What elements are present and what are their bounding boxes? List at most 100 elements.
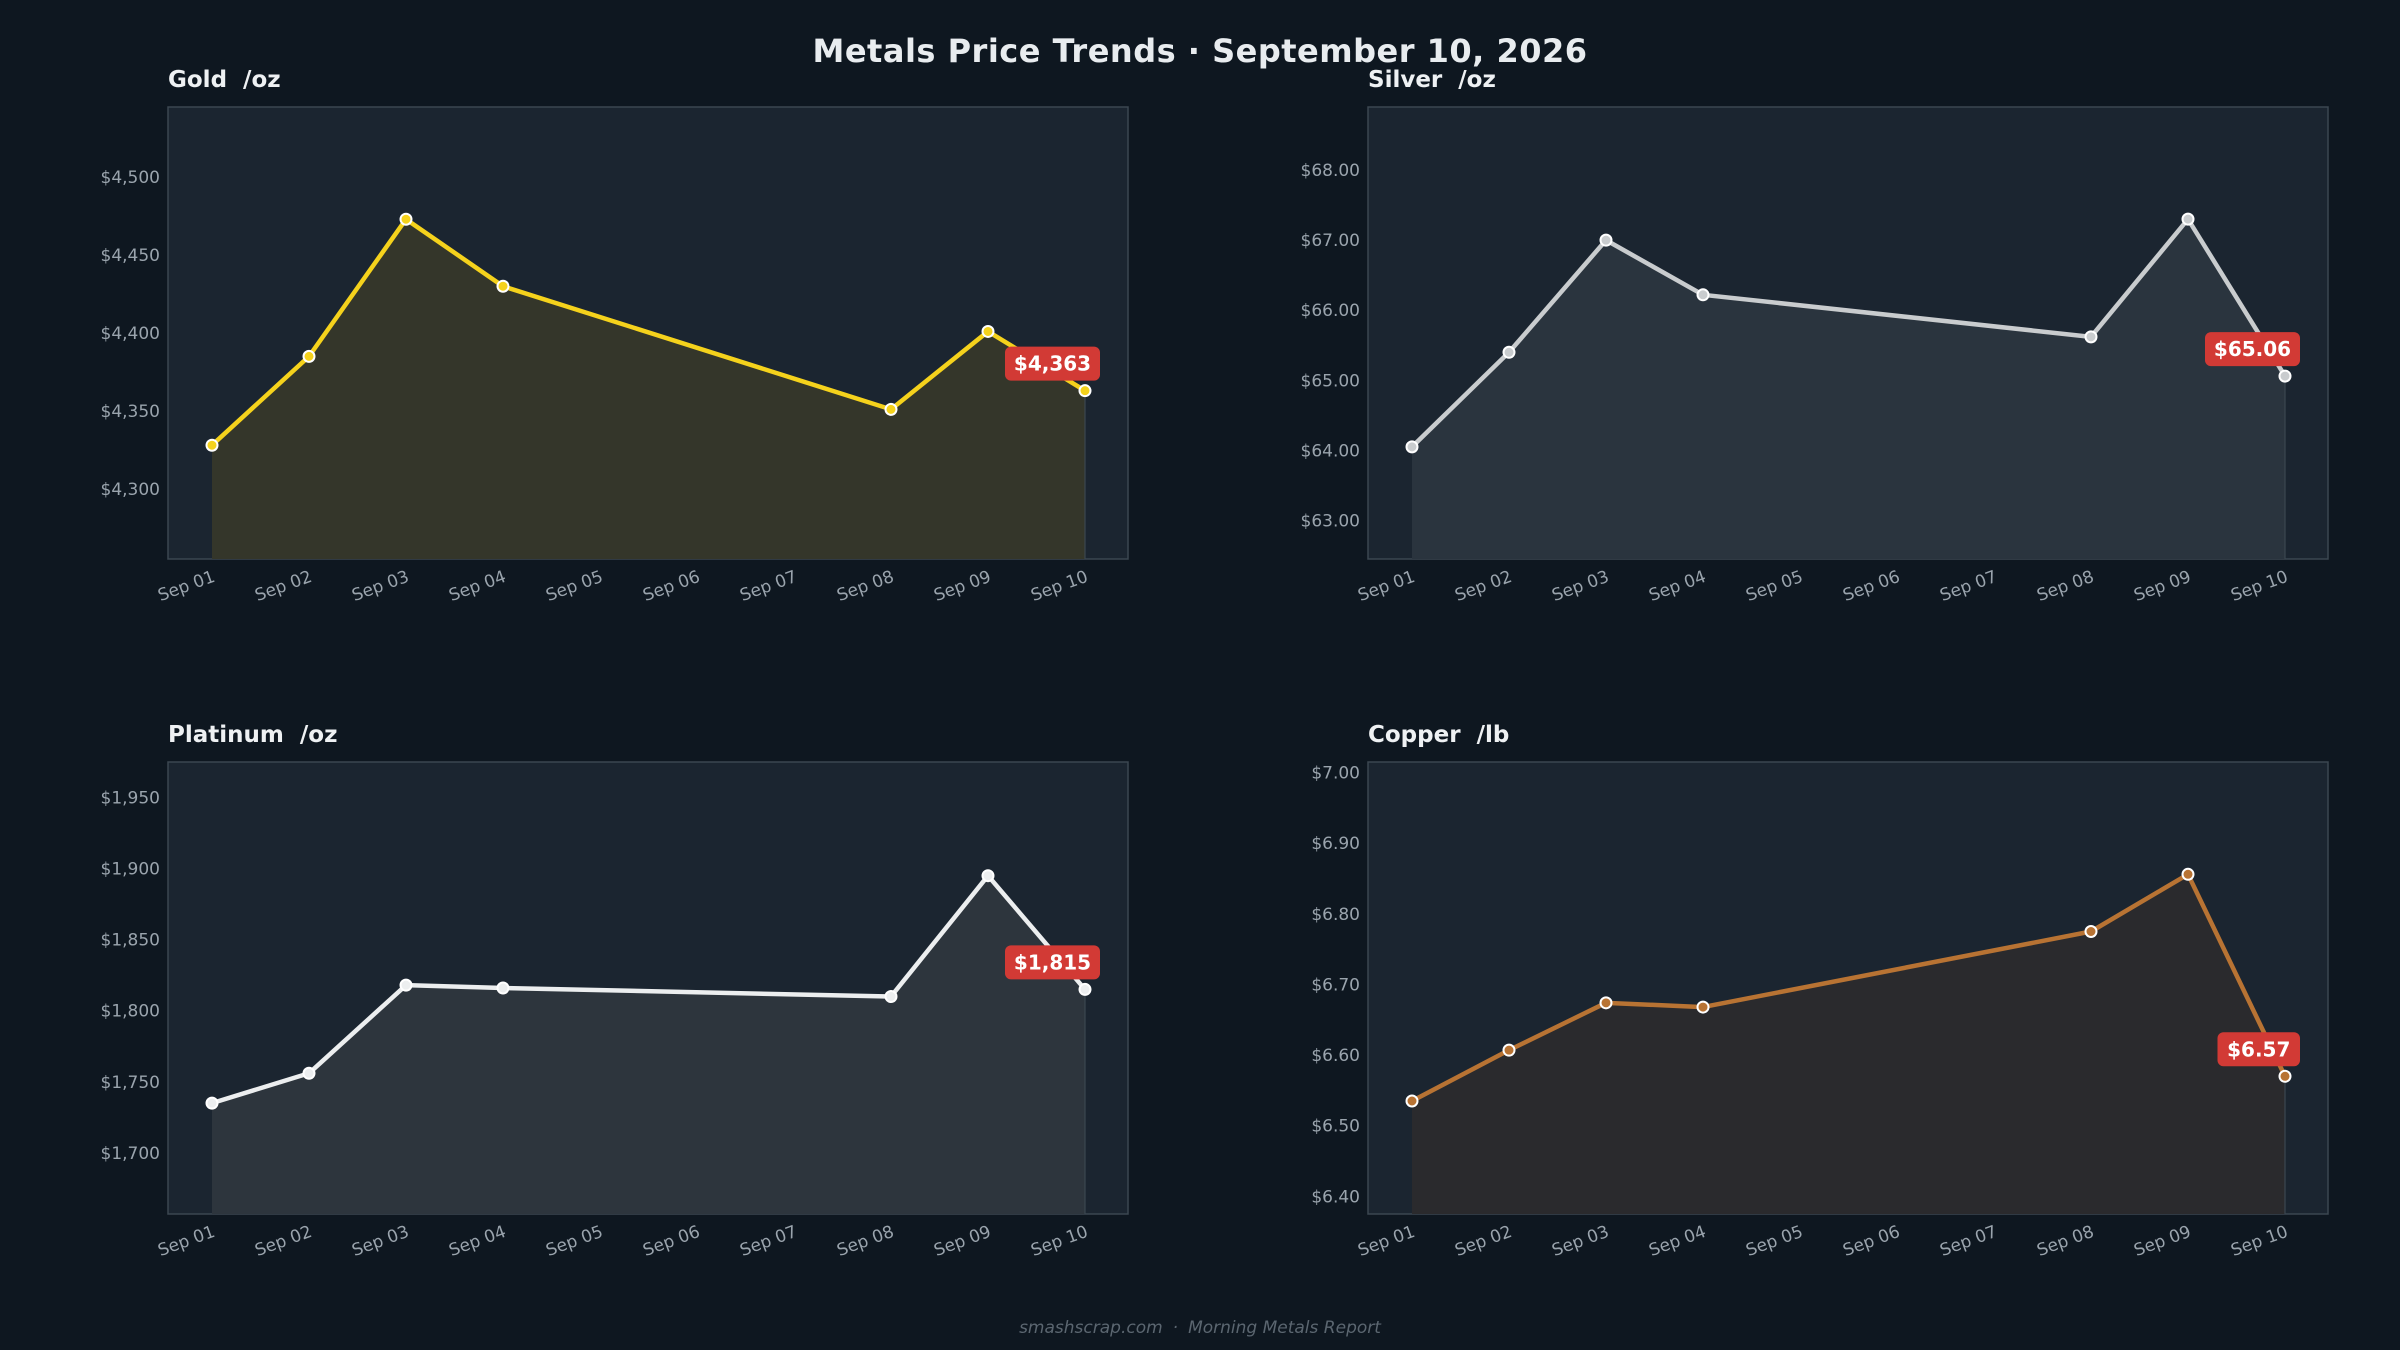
silver-y-tick-label: $64.00 <box>1301 441 1360 461</box>
copper-x-tick-label: Sep 05 <box>1743 1222 1805 1261</box>
footer: smashscrap.com · Morning Metals Report <box>0 1318 2400 1338</box>
platinum-data-point <box>884 990 898 1004</box>
platinum-y-tick-label: $1,750 <box>101 1073 160 1093</box>
gold-callout-badge <box>1005 346 1100 381</box>
silver-data-point <box>1502 345 1516 359</box>
silver-data-point <box>1696 288 1710 302</box>
platinum-x-tick-label: Sep 01 <box>155 1222 217 1261</box>
footer-separator: · <box>1172 1318 1179 1338</box>
platinum-data-point <box>302 1066 316 1080</box>
silver-y-tick-label: $68.00 <box>1301 161 1360 181</box>
copper-y-tick-label: $6.70 <box>1311 975 1360 995</box>
platinum-x-tick-label: Sep 06 <box>640 1222 702 1261</box>
platinum-x-tick-label: Sep 08 <box>834 1222 896 1261</box>
footer-site: smashscrap.com <box>1019 1318 1163 1338</box>
copper-callout-badge <box>2217 1032 2300 1067</box>
silver-x-tick-label: Sep 04 <box>1646 567 1708 606</box>
platinum-x-tick-label: Sep 04 <box>446 1222 508 1261</box>
gold-x-tick-label: Sep 09 <box>931 567 993 606</box>
platinum-area-fill <box>212 875 1085 1214</box>
gold-x-tick-label: Sep 05 <box>543 567 605 606</box>
silver-chart-title: Silver /oz <box>1368 67 1496 93</box>
silver-y-tick-label: $66.00 <box>1301 301 1360 321</box>
gold-x-tick-label: Sep 02 <box>252 567 314 606</box>
copper-x-tick-label: Sep 06 <box>1840 1222 1902 1261</box>
silver-data-point <box>2181 212 2195 226</box>
copper-y-tick-label: $6.50 <box>1311 1117 1360 1137</box>
platinum-data-point <box>399 978 413 992</box>
copper-x-tick-label: Sep 02 <box>1452 1222 1514 1261</box>
platinum-callout-badge <box>1005 945 1100 980</box>
gold-data-point <box>205 438 219 452</box>
platinum-y-tick-label: $1,700 <box>101 1144 160 1164</box>
platinum-data-point <box>496 981 510 995</box>
platinum-x-tick-label: Sep 09 <box>931 1222 993 1261</box>
copper-y-tick-label: $7.00 <box>1311 764 1360 784</box>
silver-data-point <box>2084 330 2098 344</box>
platinum-x-tick-label: Sep 05 <box>543 1222 605 1261</box>
gold-data-point <box>981 324 995 338</box>
copper-data-point <box>1502 1043 1516 1057</box>
platinum-data-point <box>981 869 995 883</box>
silver-area-fill <box>1412 219 2285 559</box>
copper-x-tick-label: Sep 07 <box>1937 1222 1999 1261</box>
gold-y-tick-label: $4,350 <box>101 402 160 422</box>
silver-y-tick-label: $63.00 <box>1301 511 1360 531</box>
platinum-y-tick-label: $1,850 <box>101 931 160 951</box>
platinum-data-point <box>1078 982 1092 996</box>
gold-data-point <box>302 349 316 363</box>
copper-chart: Copper /lb $6.40 $6.50 $6.60 $6.70 $6.80 $6.90… <box>1311 722 2329 1261</box>
copper-x-tick-label: Sep 03 <box>1549 1222 1611 1261</box>
platinum-y-tick-label: $1,950 <box>101 789 160 809</box>
copper-y-tick-label: $6.40 <box>1311 1187 1360 1207</box>
gold-x-tick-label: Sep 01 <box>155 567 217 606</box>
copper-data-point <box>1696 1000 1710 1014</box>
gold-x-tick-label: Sep 04 <box>446 567 508 606</box>
copper-y-tick-label: $6.60 <box>1311 1046 1360 1066</box>
silver-x-tick-label: Sep 10 <box>2228 567 2290 606</box>
footer-report: Morning Metals Report <box>1188 1318 1381 1338</box>
platinum-chart: Platinum /oz $1,700 $1,750 $1,800 $1,850 $1,9… <box>101 722 1129 1261</box>
silver-x-tick-label: Sep 02 <box>1452 567 1514 606</box>
platinum-x-tick-label: Sep 10 <box>1028 1222 1090 1261</box>
gold-x-tick-label: Sep 03 <box>349 567 411 606</box>
silver-y-tick-label: $65.00 <box>1301 371 1360 391</box>
gold-x-tick-label: Sep 10 <box>1028 567 1090 606</box>
gold-y-tick-label: $4,400 <box>101 324 160 344</box>
silver-callout-label: $65.06 <box>2214 337 2291 361</box>
gold-x-tick-label: Sep 08 <box>834 567 896 606</box>
copper-data-point <box>2181 867 2195 881</box>
silver-x-tick-label: Sep 06 <box>1840 567 1902 606</box>
platinum-data-point <box>205 1096 219 1110</box>
copper-data-point <box>1405 1094 1419 1108</box>
silver-x-tick-label: Sep 03 <box>1549 567 1611 606</box>
silver-x-tick-label: Sep 08 <box>2034 567 2096 606</box>
silver-callout-badge <box>2205 332 2300 367</box>
copper-area-fill <box>1412 874 2285 1214</box>
copper-y-tick-label: $6.90 <box>1311 834 1360 854</box>
platinum-x-tick-label: Sep 07 <box>737 1222 799 1261</box>
gold-x-tick-label: Sep 07 <box>737 567 799 606</box>
gold-data-point <box>399 212 413 226</box>
gold-callout-label: $4,363 <box>1014 352 1091 376</box>
page-title: Metals Price Trends · September 10, 2026 <box>812 32 1588 70</box>
gold-y-tick-label: $4,450 <box>101 246 160 266</box>
copper-y-tick-label: $6.80 <box>1311 905 1360 925</box>
platinum-x-tick-label: Sep 03 <box>349 1222 411 1261</box>
silver-x-tick-label: Sep 07 <box>1937 567 1999 606</box>
copper-x-tick-label: Sep 04 <box>1646 1222 1708 1261</box>
copper-callout-label: $6.57 <box>2227 1037 2290 1061</box>
silver-y-tick-label: $67.00 <box>1301 231 1360 251</box>
copper-x-tick-label: Sep 08 <box>2034 1222 2096 1261</box>
platinum-y-tick-label: $1,900 <box>101 860 160 880</box>
silver-data-point <box>1599 233 1613 247</box>
gold-chart: Gold /oz $4,300 $4,350 $4,400 $4,450 $4,500 Se… <box>101 67 1129 606</box>
copper-data-point <box>1599 996 1613 1010</box>
copper-x-tick-label: Sep 10 <box>2228 1222 2290 1261</box>
silver-x-tick-label: Sep 01 <box>1355 567 1417 606</box>
copper-x-tick-label: Sep 01 <box>1355 1222 1417 1261</box>
gold-data-point <box>1078 384 1092 398</box>
platinum-y-tick-label: $1,800 <box>101 1002 160 1022</box>
copper-chart-title: Copper /lb <box>1368 722 1509 748</box>
